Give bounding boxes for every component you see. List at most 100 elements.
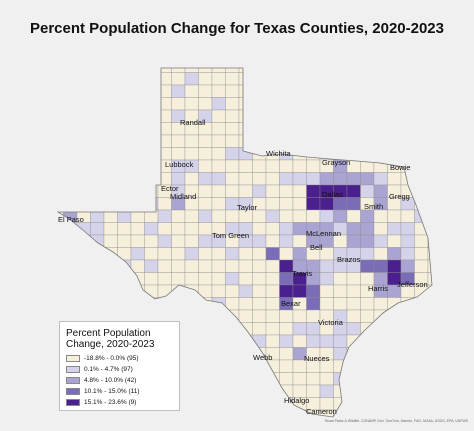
county: [400, 109, 415, 123]
county: [265, 68, 280, 73]
county: [427, 222, 432, 236]
county: [184, 259, 199, 273]
county: [144, 122, 159, 136]
county: [76, 409, 91, 417]
county: [63, 197, 78, 211]
county: [280, 423, 294, 431]
county: [58, 409, 64, 417]
county: [400, 147, 415, 161]
county: [427, 197, 432, 211]
county: [171, 222, 186, 236]
county: [387, 234, 402, 248]
county: [117, 197, 132, 211]
county-label-cameron: Cameron: [306, 407, 337, 416]
county: [58, 172, 64, 186]
county: [319, 384, 334, 398]
county: [184, 84, 199, 98]
county: [77, 423, 91, 431]
county: [211, 68, 226, 73]
county-label-taylor: Taylor: [237, 203, 258, 212]
county: [157, 122, 172, 136]
county: [292, 197, 307, 211]
county: [90, 259, 105, 273]
county: [211, 284, 226, 298]
county: [76, 197, 91, 211]
county: [346, 197, 361, 211]
county: [198, 397, 213, 411]
county: [387, 72, 402, 86]
county: [198, 172, 213, 186]
county: [76, 259, 91, 273]
county: [157, 109, 172, 123]
county: [292, 409, 307, 417]
county: [118, 423, 132, 431]
county: [292, 322, 307, 336]
county: [346, 322, 361, 336]
county: [319, 72, 334, 86]
county: [279, 359, 294, 373]
county: [211, 397, 226, 411]
county: [225, 172, 240, 186]
county: [130, 134, 145, 148]
county: [144, 84, 159, 98]
county: [117, 172, 132, 186]
county: [374, 423, 388, 431]
county: [58, 284, 64, 298]
county: [414, 109, 429, 123]
county: [279, 72, 294, 86]
county: [130, 109, 145, 123]
county: [90, 68, 105, 73]
county: [265, 334, 280, 348]
county: [427, 134, 432, 148]
county: [265, 384, 280, 398]
county: [58, 72, 64, 86]
county: [117, 222, 132, 236]
county: [252, 309, 267, 323]
county: [225, 84, 240, 98]
county: [333, 68, 348, 73]
county: [198, 284, 213, 298]
county: [415, 423, 429, 431]
county: [252, 322, 267, 336]
county: [360, 259, 375, 273]
county: [265, 209, 280, 223]
county: [103, 84, 118, 98]
county: [346, 97, 361, 111]
county: [373, 109, 388, 123]
county: [265, 409, 280, 417]
county: [198, 68, 213, 73]
county: [400, 84, 415, 98]
county: [117, 247, 132, 261]
county: [265, 372, 280, 386]
county: [400, 68, 415, 73]
county: [292, 84, 307, 98]
county: [144, 68, 159, 73]
county: [198, 384, 213, 398]
county: [265, 272, 280, 286]
county: [103, 284, 118, 298]
county: [373, 372, 388, 386]
county: [360, 347, 375, 361]
county: [387, 172, 402, 186]
county: [414, 134, 429, 148]
county: [361, 423, 375, 431]
county: [346, 384, 361, 398]
county: [90, 109, 105, 123]
county: [252, 222, 267, 236]
county: [252, 68, 267, 73]
county: [319, 197, 334, 211]
county: [387, 247, 402, 261]
legend-swatch: [66, 376, 80, 384]
county: [252, 172, 267, 186]
county: [346, 172, 361, 186]
county: [144, 409, 159, 417]
county: [103, 197, 118, 211]
legend-item: 10.1% - 15.0% (11): [66, 386, 173, 396]
county-label-smith: Smith: [364, 202, 383, 211]
county: [387, 134, 402, 148]
county: [414, 209, 429, 223]
county: [144, 259, 159, 273]
legend-swatch: [66, 398, 80, 406]
county-label-victoria: Victoria: [318, 318, 344, 327]
county: [346, 397, 361, 411]
